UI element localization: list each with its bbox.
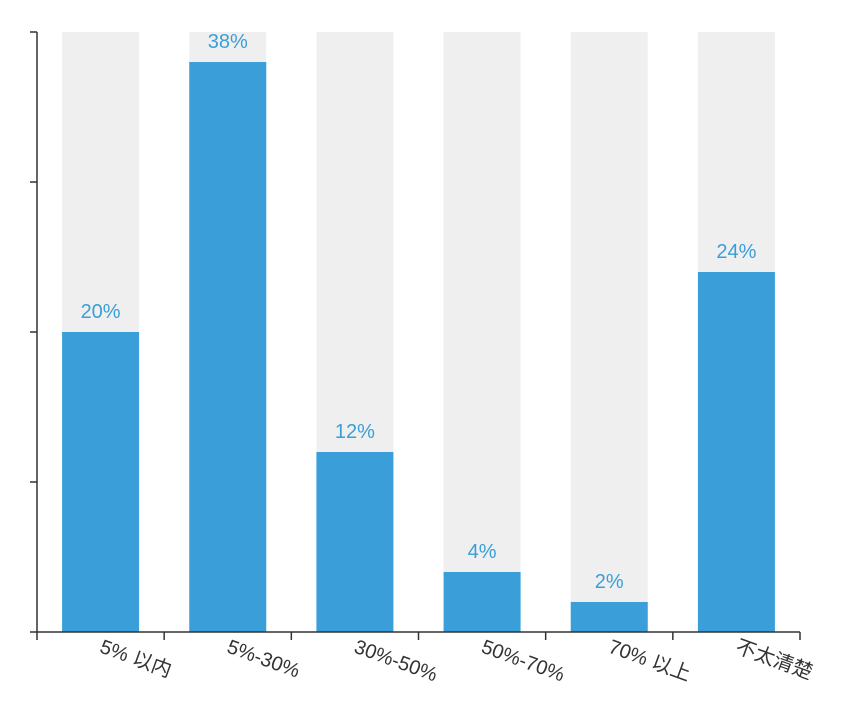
bar [570, 602, 648, 632]
bar [189, 62, 267, 632]
bar-background [570, 32, 648, 632]
data-label: 38% [208, 31, 248, 53]
bar [316, 452, 394, 632]
bar [62, 332, 140, 632]
data-label: 2% [595, 571, 624, 593]
x-tick-label: 50%-70% [478, 636, 567, 686]
x-tick-label: 5%-30% [224, 636, 303, 683]
data-label: 4% [468, 541, 497, 563]
data-label: 20% [81, 301, 121, 323]
x-tick-label: 30%-50% [351, 636, 440, 686]
data-label: 24% [716, 241, 756, 263]
x-tick-label: 不太清楚 [733, 635, 816, 684]
bar [697, 272, 775, 632]
bar [443, 572, 521, 632]
data-label: 12% [335, 421, 375, 443]
x-tick-label: 70% 以上 [606, 635, 694, 686]
bar-background [443, 32, 521, 632]
x-tick-label: 5% 以内 [97, 635, 175, 682]
